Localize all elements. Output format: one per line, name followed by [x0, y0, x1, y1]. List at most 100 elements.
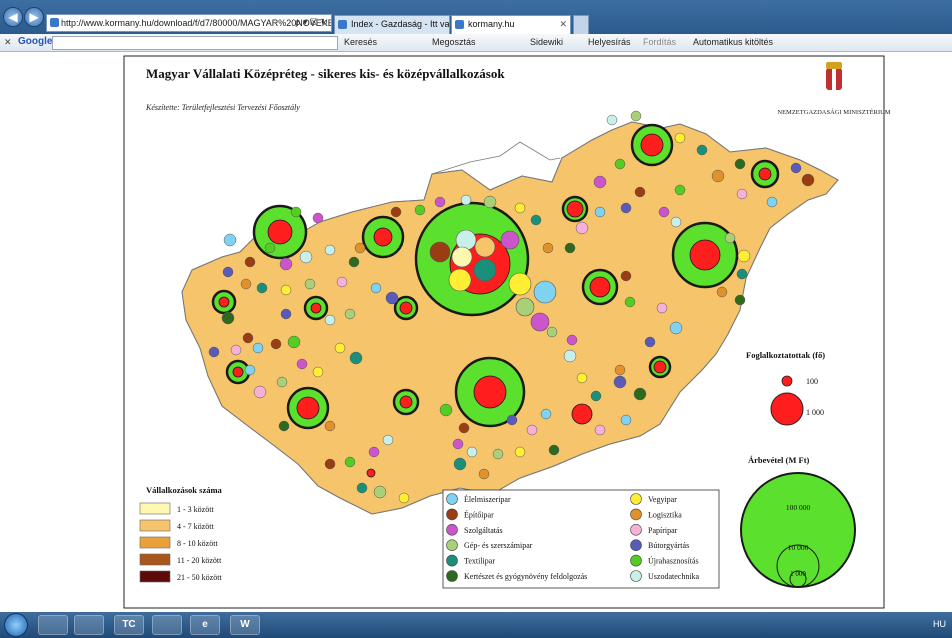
- sector-dot: [656, 302, 668, 314]
- sector-dot: [658, 206, 670, 218]
- sector-dot: [223, 233, 237, 247]
- sector-dot: [506, 414, 518, 426]
- sector-dot: [674, 132, 686, 144]
- sector-dot: [373, 485, 387, 499]
- sector-dot: [734, 294, 746, 306]
- browser-chrome: ◀ ▶ http://www.kormany.hu/download/f/d7/…: [0, 0, 952, 43]
- sector-dot: [466, 446, 478, 458]
- employment-circle: [566, 200, 584, 218]
- sector-dot: [296, 358, 308, 370]
- employees-large-circle: [770, 392, 804, 426]
- forward-button[interactable]: ▶: [24, 7, 44, 27]
- toolbar-translate[interactable]: Fordítás: [643, 37, 677, 47]
- tab-close-icon[interactable]: ✕: [559, 19, 567, 29]
- sector-swatch: [446, 554, 458, 567]
- tab-favicon-icon: [338, 20, 347, 29]
- sector-swatch: [446, 570, 458, 582]
- toolbar-autofill[interactable]: Automatikus kitöltés: [693, 37, 774, 47]
- toolbar-spellcheck[interactable]: Helyesírás: [588, 37, 631, 47]
- sector-dot: [542, 242, 554, 254]
- sector-dot: [576, 372, 588, 384]
- sector-legend: Élelmiszeripar Vegyipar Építőipar Logisztik…: [442, 489, 720, 589]
- tab-kormany[interactable]: kormany.hu ✕: [451, 15, 571, 34]
- toolbar-share[interactable]: Megosztás: [432, 37, 476, 47]
- map-title: Magyar Vállalati Középréteg - sikeres ki…: [146, 66, 505, 81]
- sector-label: Logisztika: [648, 510, 682, 519]
- sector-dot: [670, 216, 682, 228]
- total-commander-icon[interactable]: TC: [114, 615, 144, 635]
- sector-dot: [230, 344, 242, 356]
- sector-label: Élelmiszeripar: [464, 494, 511, 504]
- sector-label: Szolgáltatás: [464, 526, 503, 535]
- count-legend-title: Vállalkozások száma: [146, 485, 223, 495]
- count-swatch-3: [139, 536, 171, 549]
- sector-dot: [344, 308, 356, 320]
- toolbar-close-icon[interactable]: ✕: [4, 37, 12, 47]
- employment-circle: [366, 468, 376, 478]
- internet-explorer-icon[interactable]: e: [190, 615, 220, 635]
- count-label-5: 21 - 50 között: [177, 573, 222, 582]
- employment-circle: [758, 167, 772, 181]
- sector-label: Építőipar: [464, 509, 494, 519]
- sector-dot: [606, 114, 618, 126]
- language-indicator[interactable]: HU: [933, 619, 946, 629]
- employment-circle: [399, 301, 413, 315]
- employment-circle: [689, 239, 721, 271]
- start-button-icon[interactable]: [4, 613, 28, 637]
- sector-dot: [492, 448, 504, 460]
- sector-dot: [290, 206, 302, 218]
- sector-dot: [287, 335, 301, 349]
- sector-swatch: [446, 523, 458, 536]
- budapest-cluster: [429, 229, 557, 332]
- sector-dot: [276, 376, 288, 388]
- sector-dot: [620, 202, 632, 214]
- count-label-3: 8 - 10 között: [177, 539, 218, 548]
- sector-dot: [801, 173, 815, 187]
- word-icon[interactable]: W: [230, 615, 260, 635]
- sector-swatch: [446, 493, 458, 505]
- toolbar-sidewiki[interactable]: Sidewiki: [530, 37, 564, 47]
- employment-circle: [640, 133, 664, 157]
- sector-label: Bútorgyártás: [648, 541, 689, 550]
- sector-label: Kertészet és gyógynövény feldolgozás: [464, 572, 587, 581]
- paint-icon[interactable]: [152, 615, 182, 635]
- google-search-input[interactable]: [52, 36, 338, 50]
- sector-dot: [575, 221, 589, 235]
- sector-dot: [312, 212, 324, 224]
- revenue-label-1: 100 000: [786, 503, 811, 512]
- revenue-label-2: 10 000: [788, 543, 809, 552]
- sector-dot: [348, 256, 360, 268]
- sector-dot: [385, 291, 399, 305]
- sector-dot: [594, 206, 606, 218]
- explorer-icon[interactable]: [38, 615, 68, 635]
- sector-label: Papíripar: [648, 526, 678, 535]
- revenue-legend: Árbevétel (M Ft) 100 000 10 000 1 000: [740, 455, 856, 588]
- address-url: http://www.kormany.hu/download/f/d7/8000…: [61, 18, 332, 28]
- tab-index[interactable]: Index - Gazdaság - Itt van Mat...: [334, 15, 450, 34]
- employment-circle: [473, 375, 507, 409]
- toolbar-search[interactable]: Keresés: [344, 37, 378, 47]
- sector-dot: [766, 196, 778, 208]
- new-tab-button[interactable]: [573, 15, 589, 34]
- employment-circle: [232, 366, 244, 378]
- sector-dot: [264, 242, 276, 254]
- sector-dot: [278, 420, 290, 432]
- employees-legend-title: Foglalkoztatottak (fő): [746, 350, 825, 360]
- address-bar[interactable]: http://www.kormany.hu/download/f/d7/8000…: [46, 14, 332, 32]
- sector-dot: [530, 214, 542, 226]
- sector-dot: [280, 284, 292, 296]
- media-player-icon[interactable]: [74, 615, 104, 635]
- sector-dot: [564, 242, 576, 254]
- count-swatch-1: [139, 502, 171, 515]
- address-controls[interactable]: ρ ▾ ☒ ↻ ✕: [295, 17, 328, 43]
- ministry-name: NEMZETGAZDASÁGI MINISZTÉRIUM: [777, 108, 890, 116]
- map-subtitle: Készítette: Területfejlesztési Tervezési…: [145, 103, 300, 112]
- count-legend: Vállalkozások száma 1 - 3 között 4 - 7 k…: [139, 485, 223, 583]
- back-button[interactable]: ◀: [3, 7, 23, 27]
- sector-dot: [736, 188, 748, 200]
- count-swatch-4: [139, 553, 171, 566]
- sector-dot: [614, 364, 626, 376]
- sector-dot: [453, 457, 467, 471]
- count-label-4: 11 - 20 között: [177, 556, 222, 565]
- sector-dot: [483, 195, 497, 209]
